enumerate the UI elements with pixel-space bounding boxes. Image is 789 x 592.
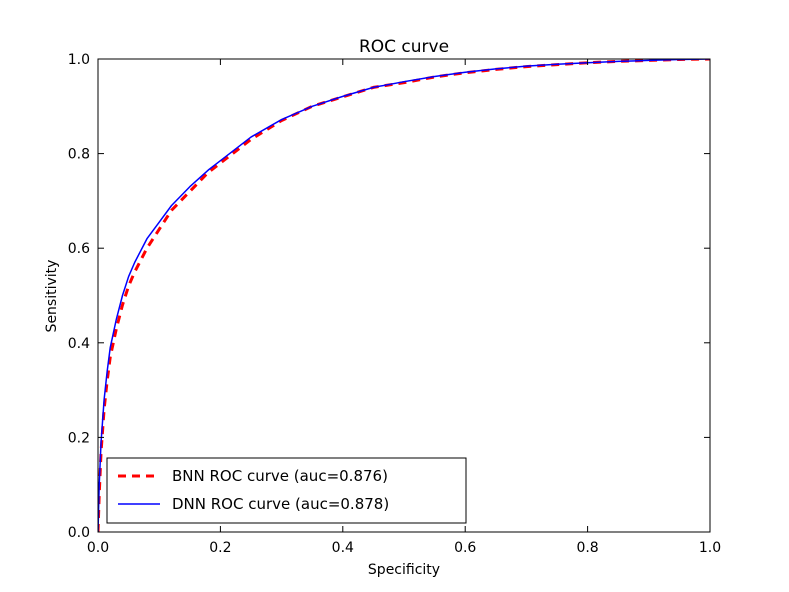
y-tick-label: 0.6 xyxy=(68,241,90,257)
chart-title: ROC curve xyxy=(359,37,449,57)
x-tick-label: 0.6 xyxy=(454,540,476,556)
x-tick-label: 0.4 xyxy=(332,540,354,556)
series-line-dnn xyxy=(98,59,710,532)
y-tick-label: 0.4 xyxy=(68,336,90,352)
series-layer xyxy=(98,59,710,532)
legend-label-dnn: DNN ROC curve (auc=0.878) xyxy=(172,495,389,513)
x-tick-label: 0.8 xyxy=(576,540,598,556)
x-tick-label: 0.0 xyxy=(87,540,109,556)
y-tick-label: 1.0 xyxy=(68,52,90,68)
x-axis-title: Specificity xyxy=(368,562,440,578)
tick-layer: 0.0 0.2 0.4 0.6 0.8 1.0 0.0 0.2 0.4 0.6 0.8 1.0 xyxy=(68,52,721,556)
legend: BNN ROC curve (auc=0.876) DNN ROC curve … xyxy=(106,457,467,524)
legend-box xyxy=(106,457,467,524)
y-tick-label: 0.2 xyxy=(68,430,90,446)
plot-area-frame xyxy=(97,58,711,533)
y-tick-label: 0.0 xyxy=(68,525,90,541)
y-axis-title: Sensitivity xyxy=(44,260,60,333)
legend-label-bnn: BNN ROC curve (auc=0.876) xyxy=(172,467,388,485)
x-tick-label: 0.2 xyxy=(209,540,231,556)
y-tick-label: 0.8 xyxy=(68,147,90,163)
x-tick-label: 1.0 xyxy=(699,540,721,556)
